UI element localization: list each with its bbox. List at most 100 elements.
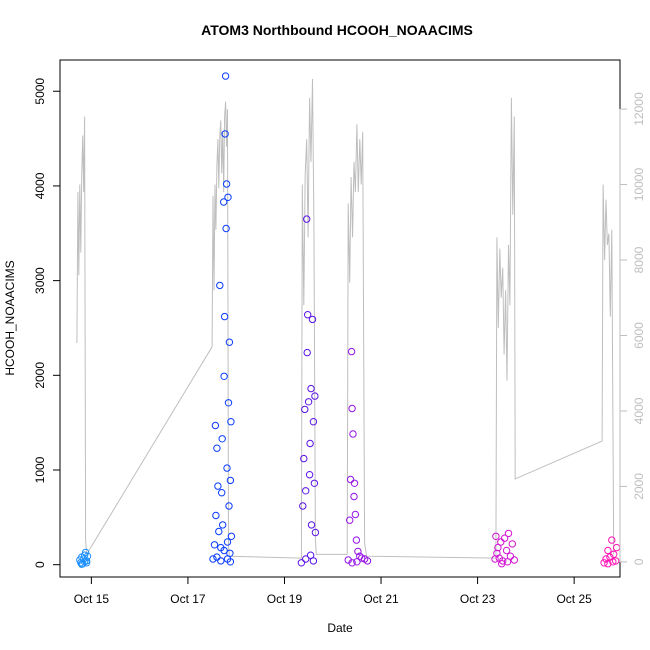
data-point — [353, 558, 361, 566]
data-point — [302, 555, 310, 563]
data-point — [216, 281, 224, 290]
data-point — [220, 372, 228, 380]
data-point — [225, 502, 233, 510]
x-tick-label: Oct 25 — [556, 592, 592, 606]
x-tick-label: Oct 19 — [267, 592, 303, 606]
data-point — [309, 557, 318, 565]
y-tick-label: 2000 — [33, 362, 47, 389]
data-point — [363, 557, 372, 565]
y-tick-label: 4000 — [33, 172, 47, 199]
data-point — [348, 559, 356, 567]
data-point — [604, 560, 612, 568]
x-tick-label: Oct 21 — [363, 592, 399, 606]
data-point — [352, 536, 361, 544]
x-tick-label: Oct 23 — [460, 592, 496, 606]
data-point — [224, 399, 233, 407]
y-tick-label: 1000 — [33, 456, 47, 483]
data-point — [500, 534, 509, 542]
data-point — [504, 529, 513, 538]
data-point — [347, 347, 356, 356]
data-point — [211, 421, 220, 430]
data-point — [602, 555, 610, 563]
data-point — [497, 538, 505, 546]
data-point — [307, 521, 316, 529]
data-point — [213, 553, 221, 561]
data-point — [304, 311, 312, 319]
data-point — [609, 558, 617, 566]
data-point — [311, 528, 320, 537]
data-point — [346, 516, 354, 524]
data-point — [300, 454, 308, 463]
data-point — [227, 418, 235, 426]
data-point — [310, 479, 319, 487]
data-point — [82, 559, 91, 567]
right-tick-label: 12000 — [632, 92, 646, 126]
data-point — [350, 479, 359, 487]
data-point — [225, 338, 234, 346]
data-point — [612, 543, 621, 552]
data-point — [227, 532, 236, 540]
x-tick-label: Oct 17 — [170, 592, 206, 606]
data-point — [221, 130, 229, 138]
y-axis-label: HCOOH_NOAACIMS — [3, 260, 17, 375]
right-tick-label: 2000 — [632, 473, 646, 500]
data-point — [502, 546, 511, 555]
right-tick-label: 0 — [632, 558, 646, 565]
data-point — [305, 471, 314, 479]
data-point — [303, 348, 311, 357]
data-point — [346, 475, 355, 484]
data-point — [299, 502, 307, 510]
data-point — [302, 487, 310, 495]
data-point — [78, 560, 86, 568]
y-tick-label: 0 — [33, 561, 47, 568]
data-point — [354, 547, 362, 556]
data-point — [219, 521, 227, 529]
data-point — [494, 543, 502, 552]
y-tick-label: 3000 — [33, 267, 47, 294]
data-point — [309, 418, 318, 426]
data-point — [307, 384, 315, 393]
right-tick-label: 10000 — [632, 168, 646, 202]
data-point — [492, 532, 500, 540]
data-point — [215, 527, 223, 536]
right-axis: 0 2000 4000 6000 8000 10000 12000 — [619, 92, 646, 565]
data-point — [226, 476, 235, 485]
data-point — [349, 430, 357, 438]
data-point — [297, 559, 306, 567]
data-point — [306, 439, 314, 448]
right-tick-label: 4000 — [632, 397, 646, 424]
right-tick-label: 6000 — [632, 322, 646, 349]
data-point — [612, 557, 620, 565]
chart-title: ATOM3 Northbound HCOOH_NOAACIMS — [201, 22, 473, 38]
altitude-line-layer — [76, 78, 615, 559]
data-point — [218, 489, 226, 497]
data-point — [223, 538, 232, 546]
data-point — [221, 72, 230, 80]
data-point — [308, 315, 317, 324]
data-point — [218, 435, 226, 443]
data-point — [222, 224, 230, 233]
data-point — [311, 392, 319, 400]
data-point — [220, 546, 228, 555]
data-point — [223, 464, 231, 472]
data-point — [226, 558, 235, 566]
points-layer — [76, 72, 621, 568]
data-point — [600, 559, 608, 567]
data-point — [213, 444, 221, 452]
data-point — [610, 550, 618, 558]
data-point — [604, 546, 612, 555]
data-point — [350, 492, 358, 501]
x-tick-label: Oct 15 — [74, 592, 110, 606]
right-tick-label: 8000 — [632, 246, 646, 273]
data-point — [508, 540, 516, 548]
data-point — [214, 482, 222, 490]
y-axis: 0 1000 2000 3000 4000 5000 — [33, 78, 61, 568]
data-point — [608, 536, 616, 544]
data-point — [506, 552, 515, 560]
data-point — [222, 180, 231, 188]
data-point — [220, 312, 229, 321]
data-point — [217, 557, 225, 565]
data-point — [220, 198, 228, 206]
data-point — [348, 404, 356, 413]
